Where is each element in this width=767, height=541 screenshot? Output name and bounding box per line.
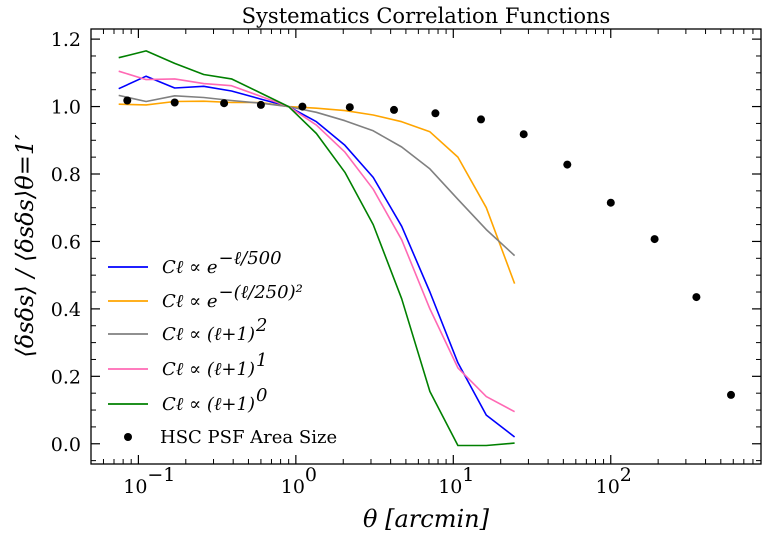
data-point	[519, 130, 528, 139]
legend-label-superscript: −(ℓ/250)²	[219, 282, 303, 303]
legend-item: HSC PSF Area Size	[124, 427, 337, 448]
legend-label-superscript: −ℓ/500	[219, 248, 282, 269]
legend-label-superscript: 0	[256, 385, 267, 406]
legend-item: Cℓ ∝ e −(ℓ/250)²	[108, 282, 303, 312]
series-line-0	[118, 75, 516, 438]
y-tick-label: 0.2	[51, 366, 81, 388]
x-tick-exponent: 2	[620, 464, 632, 486]
data-point	[220, 99, 229, 108]
series-line-2	[118, 94, 516, 257]
legend-item: Cℓ ∝ e −ℓ/500	[108, 248, 282, 278]
plot-frame	[90, 28, 762, 465]
legend-label-superscript: 1	[256, 350, 267, 371]
data-point	[170, 98, 179, 107]
y-tick-label: 1.2	[51, 29, 81, 51]
y-tick-label: 0.6	[51, 231, 81, 253]
legend-label: Cℓ ∝ e	[162, 291, 218, 312]
series-layer	[118, 50, 735, 447]
legend-label: Cℓ ∝ (ℓ+1)	[162, 359, 255, 380]
series-line-4	[118, 50, 515, 447]
data-point	[256, 100, 265, 109]
series-line-1	[118, 100, 516, 284]
legend-label: Cℓ ∝ (ℓ+1)	[162, 394, 255, 415]
data-point	[727, 390, 735, 399]
data-point	[692, 293, 701, 302]
y-tick-labels: 0.0 0.2 0.4 0.6 0.8 1.0 1.2	[51, 29, 81, 456]
x-tick-label: 10	[438, 476, 462, 498]
data-point	[563, 160, 572, 169]
legend-item: Cℓ ∝ (ℓ+1) 2	[108, 315, 267, 345]
legend-label-superscript: 2	[255, 315, 267, 336]
data-point	[477, 115, 485, 124]
x-tick-label: 10	[596, 476, 620, 498]
y-tick-label: 0.0	[51, 434, 81, 456]
legend-item: Cℓ ∝ (ℓ+1) 0	[108, 385, 267, 415]
data-point	[390, 105, 398, 114]
x-tick-label: 10	[281, 476, 305, 498]
x-tick-exponent: 1	[462, 464, 474, 486]
y-axis-label: ⟨δsδs⟩ / ⟨δsδs⟩θ=1′	[11, 134, 39, 358]
axis-ticks	[91, 29, 761, 464]
data-point	[431, 109, 440, 118]
data-point	[606, 198, 615, 207]
y-tick-label: 0.8	[51, 164, 81, 186]
legend-label: Cℓ ∝ (ℓ+1)	[162, 324, 255, 345]
data-point	[298, 102, 307, 111]
data-point	[650, 235, 659, 244]
x-tick-label: 10	[123, 476, 147, 498]
legend-label: HSC PSF Area Size	[160, 427, 337, 448]
chart-title: Systematics Correlation Functions	[242, 4, 611, 28]
y-tick-label: 1.0	[51, 97, 81, 119]
x-tick-exponent: 0	[305, 464, 317, 486]
legend-item: Cℓ ∝ (ℓ+1) 1	[108, 350, 267, 380]
legend-swatch	[124, 433, 132, 441]
x-axis-label: θ [arcmin]	[363, 505, 490, 533]
data-point	[123, 96, 132, 105]
y-tick-label: 0.4	[51, 299, 81, 321]
x-tick-exponent: −1	[147, 464, 175, 486]
legend-label: Cℓ ∝ e	[162, 257, 218, 278]
series-line-3	[118, 70, 515, 413]
data-point	[345, 103, 354, 112]
